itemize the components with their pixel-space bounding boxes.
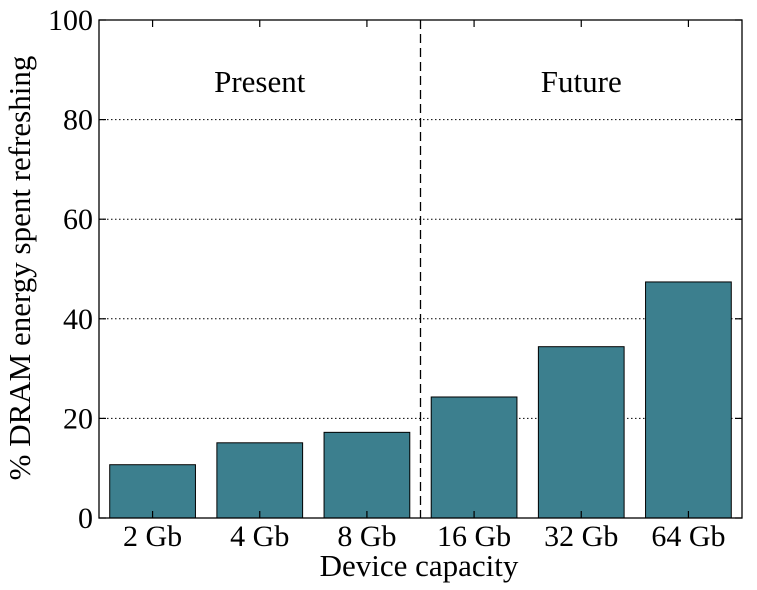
x-axis-title: Device capacity (320, 548, 519, 583)
bar (537, 346, 625, 519)
region-label: Present (214, 64, 306, 99)
x-tick-label: 64 Gb (651, 520, 725, 553)
y-axis-ticks: 0 20 40 60 80 100 (48, 4, 742, 535)
bar (323, 431, 411, 519)
x-tick-label: 2 Gb (123, 520, 182, 553)
bar (216, 442, 304, 519)
y-tick-label: 0 (78, 502, 93, 535)
y-tick-label: 40 (63, 303, 93, 336)
y-tick-label: 80 (63, 104, 93, 137)
x-tick-label: 16 Gb (437, 520, 511, 553)
x-tick-label: 32 Gb (544, 520, 618, 553)
x-tick-label: 8 Gb (337, 520, 396, 553)
region-labels: Present Future (214, 64, 622, 99)
bar (645, 281, 732, 519)
y-tick-label: 60 (63, 203, 93, 236)
bar (109, 464, 196, 519)
x-axis-ticks: 2 Gb 4 Gb 8 Gb 16 Gb 32 Gb 64 Gb (123, 20, 726, 553)
y-tick-label: 100 (48, 4, 93, 37)
bar (430, 396, 518, 519)
x-tick-label: 4 Gb (230, 520, 289, 553)
plot-frame (98, 19, 743, 519)
y-axis-title: % DRAM energy spent refreshing (2, 56, 37, 481)
region-label: Future (541, 64, 622, 99)
y-tick-label: 20 (63, 402, 93, 435)
